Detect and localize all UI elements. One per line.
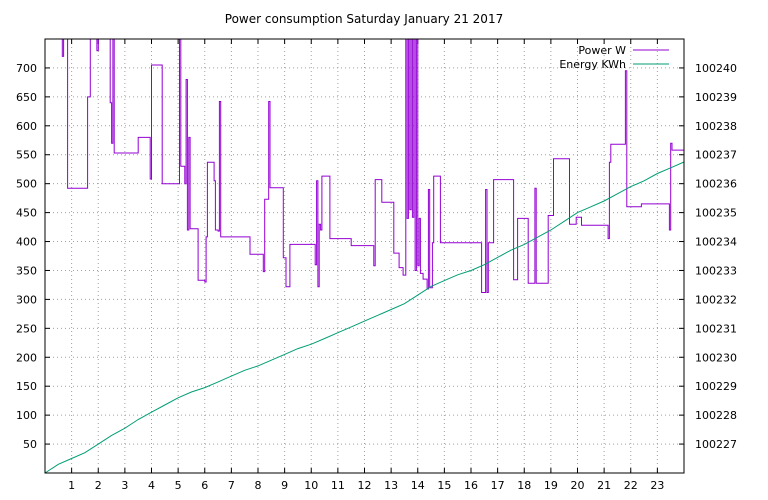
y2-tick-label: 100230	[695, 351, 737, 364]
x-tick-label: 18	[517, 479, 531, 492]
x-tick-label: 22	[624, 479, 638, 492]
y-tick-label: 400	[16, 236, 37, 249]
y-tick-label: 600	[16, 120, 37, 133]
y2-tick-label: 100227	[695, 438, 737, 451]
y-tick-label: 700	[16, 62, 37, 75]
x-tick-label: 15	[437, 479, 451, 492]
y-tick-label: 450	[16, 207, 37, 220]
y-tick-label: 550	[16, 149, 37, 162]
y-tick-label: 350	[16, 264, 37, 277]
legend: Power W Energy KWh	[559, 44, 669, 71]
y-tick-label: 100	[16, 409, 37, 422]
y-tick-label: 50	[23, 438, 37, 451]
y-tick-label: 150	[16, 380, 37, 393]
grid-layer	[45, 39, 684, 473]
y2-tick-label: 100229	[695, 380, 737, 393]
y2-tick-label: 100235	[695, 207, 737, 220]
x-tick-label: 16	[464, 479, 478, 492]
x-tick-label: 17	[491, 479, 505, 492]
series-line-energy	[44, 161, 685, 474]
legend-label-power: Power W	[578, 44, 626, 57]
y2-tick-label: 100236	[695, 178, 737, 191]
y-tick-label: 650	[16, 91, 37, 104]
x-tick-label: 21	[597, 479, 611, 492]
x-tick-label: 11	[331, 479, 345, 492]
y2-tick-label: 100233	[695, 264, 737, 277]
y2-tick-label: 100231	[695, 322, 737, 335]
ticks-layer: 1 2 3 4 5 6 7 8 9 10 11 12 13 14 15 16 17 18 19 20 21 22 23501…	[16, 39, 737, 492]
x-tick-label: 6	[201, 479, 208, 492]
x-tick-label: 4	[148, 479, 155, 492]
x-tick-label: 9	[281, 479, 288, 492]
x-tick-label: 14	[411, 479, 425, 492]
x-tick-label: 3	[121, 479, 128, 492]
x-tick-label: 10	[304, 479, 318, 492]
y-tick-label: 200	[16, 351, 37, 364]
x-tick-label: 1	[68, 479, 75, 492]
y-tick-label: 300	[16, 293, 37, 306]
x-tick-label: 12	[358, 479, 372, 492]
x-tick-label: 19	[544, 479, 558, 492]
legend-label-energy: Energy KWh	[559, 58, 626, 71]
x-tick-label: 2	[95, 479, 102, 492]
y2-tick-label: 100237	[695, 149, 737, 162]
x-tick-label: 5	[175, 479, 182, 492]
y2-tick-label: 100240	[695, 62, 737, 75]
y2-tick-label: 100234	[695, 236, 737, 249]
x-tick-label: 7	[228, 479, 235, 492]
series-line-power	[45, 38, 684, 293]
y-tick-label: 500	[16, 178, 37, 191]
y2-tick-label: 100238	[695, 120, 737, 133]
chart-title: Power consumption Saturday January 21 20…	[225, 12, 503, 26]
y2-tick-label: 100228	[695, 409, 737, 422]
y-tick-label: 250	[16, 322, 37, 335]
x-tick-label: 13	[384, 479, 398, 492]
y2-tick-label: 100239	[695, 91, 737, 104]
x-tick-label: 8	[255, 479, 262, 492]
x-tick-label: 20	[571, 479, 585, 492]
plot-frame	[44, 38, 685, 474]
x-tick-label: 23	[650, 479, 664, 492]
y2-tick-label: 100232	[695, 293, 737, 306]
